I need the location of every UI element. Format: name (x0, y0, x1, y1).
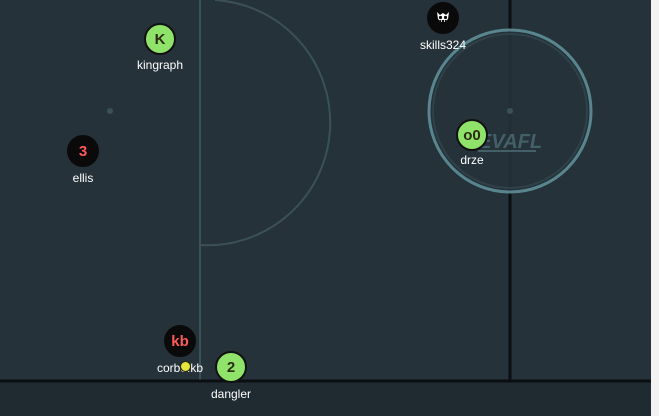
lower-area (0, 381, 651, 416)
player-badge: K (154, 30, 166, 48)
player-name-kingraph: kingraph (136, 58, 184, 72)
goal-dot (507, 108, 513, 114)
right-edge-strip (651, 0, 659, 416)
player-badge: o0 (463, 126, 481, 144)
player-badge: kb (171, 332, 189, 350)
player-name-drze: drze (460, 153, 484, 167)
player-badge: 3 (78, 142, 88, 160)
player-badge: 2 (226, 358, 236, 376)
player-token-drze[interactable]: o0 (456, 119, 488, 151)
player-name-skills324: skills324 (419, 38, 467, 52)
player-token-skills324[interactable] (427, 2, 459, 34)
player-token-dangler[interactable]: 2 (215, 351, 247, 383)
goal-ring-inner (432, 33, 588, 189)
center-circle-arc (199, 0, 332, 247)
player-token-kingraph[interactable]: K (144, 23, 176, 55)
skull-icon (437, 12, 449, 22)
player-token-ellis[interactable]: 3 (67, 135, 99, 167)
player-token-corbo[interactable]: kb (164, 325, 196, 357)
faceoff-dot-left (107, 108, 113, 114)
player-name-ellis: ellis (72, 171, 94, 185)
rink-logo: EVAFL (478, 131, 542, 153)
logo-text: EVAFL (478, 131, 542, 153)
player-name-dangler: dangler (210, 387, 252, 401)
puck (180, 361, 191, 372)
